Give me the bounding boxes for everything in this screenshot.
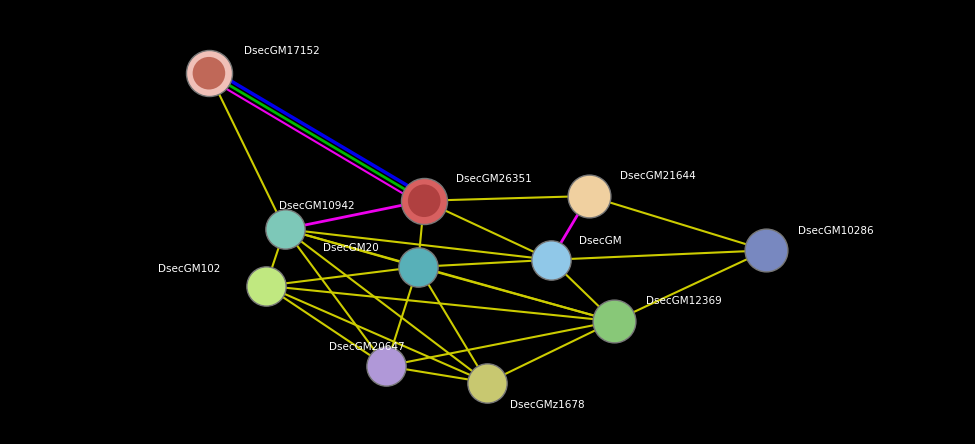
Text: DsecGM102: DsecGM102 [158, 264, 220, 274]
Text: DsecGM21644: DsecGM21644 [620, 171, 696, 181]
Point [606, 317, 622, 325]
Text: DsecGM17152: DsecGM17152 [245, 46, 320, 56]
Text: DsecGM20: DsecGM20 [323, 243, 378, 253]
Text: DsecGM20647: DsecGM20647 [330, 342, 405, 352]
Point [258, 282, 274, 289]
Point [416, 197, 432, 204]
Point [543, 256, 559, 263]
Text: DsecGM: DsecGM [579, 236, 621, 246]
Point [410, 263, 426, 270]
Text: DsecGMz1678: DsecGMz1678 [510, 400, 585, 410]
Point [759, 247, 774, 254]
Text: DsecGM12369: DsecGM12369 [645, 296, 722, 306]
Point [378, 362, 394, 369]
Point [581, 192, 597, 199]
Point [480, 379, 495, 386]
Text: DsecGM10942: DsecGM10942 [279, 202, 354, 211]
Point [201, 70, 216, 77]
Text: DsecGM26351: DsecGM26351 [456, 174, 531, 184]
Text: DsecGM10286: DsecGM10286 [798, 226, 874, 235]
Point [201, 70, 216, 77]
Point [416, 197, 432, 204]
Point [277, 226, 292, 233]
